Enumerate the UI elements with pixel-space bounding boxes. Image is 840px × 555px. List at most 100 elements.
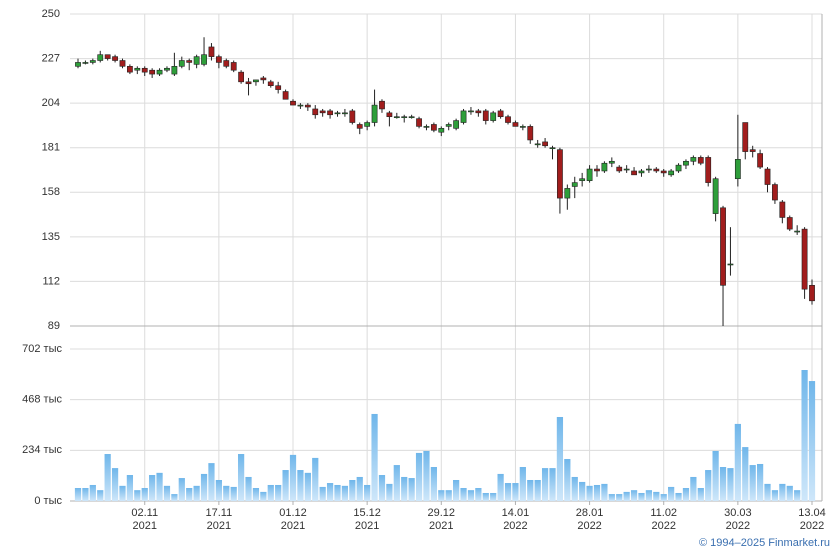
volume-bar xyxy=(616,494,623,501)
volume-bar xyxy=(149,475,156,501)
candle-body xyxy=(786,217,793,230)
volume-bar xyxy=(571,476,578,501)
candle-body xyxy=(416,118,422,127)
candle-body xyxy=(594,168,600,172)
x-tick-label: 2021 xyxy=(132,520,156,532)
volume-bar xyxy=(393,465,400,501)
candle-body xyxy=(408,116,415,119)
candle-body xyxy=(690,157,697,162)
volume-bar xyxy=(171,494,178,501)
x-tick-label: 28.01 xyxy=(576,507,604,519)
volume-bar xyxy=(200,473,208,501)
candle-body xyxy=(623,168,630,171)
candle-body xyxy=(468,110,474,113)
candle-body xyxy=(215,56,222,63)
volume-bar xyxy=(364,484,371,501)
candle-body xyxy=(119,60,126,67)
volume-bar xyxy=(82,488,89,501)
volume-bar xyxy=(371,413,378,501)
volume-bar xyxy=(697,488,704,501)
candle-body xyxy=(178,60,185,67)
x-tick-label: 29.12 xyxy=(428,507,456,519)
candle-body xyxy=(156,69,163,75)
candle-body xyxy=(445,124,452,127)
candle-body xyxy=(297,104,304,107)
volume-bar xyxy=(482,492,489,501)
candle-body xyxy=(267,81,274,87)
candle-body xyxy=(393,116,400,119)
volume-bar xyxy=(534,479,541,501)
candle-body xyxy=(490,112,497,121)
volume-bar xyxy=(74,488,82,501)
candle-body xyxy=(75,62,81,67)
candle-body xyxy=(401,116,408,119)
volume-bar xyxy=(319,486,326,501)
volume-bar xyxy=(742,447,749,501)
volume-bar xyxy=(593,484,601,501)
candle-body xyxy=(82,62,89,64)
volume-bar xyxy=(267,484,274,501)
candle-body xyxy=(282,91,289,100)
volume-bar xyxy=(630,490,638,501)
candle-body xyxy=(171,66,178,75)
candle-body xyxy=(519,126,526,128)
candle-body xyxy=(149,69,156,75)
volume-bar xyxy=(786,485,793,501)
y-tick-label: 89 xyxy=(48,320,60,332)
volume-bar xyxy=(556,416,564,501)
volume-bar xyxy=(527,479,534,501)
candle-body xyxy=(89,60,96,63)
volume-bar xyxy=(756,463,764,501)
volume-bar xyxy=(193,485,200,501)
candle-body xyxy=(505,116,511,123)
x-tick-label: 01.12 xyxy=(279,507,307,519)
candle-body xyxy=(794,230,801,233)
y-tick-label: 204 xyxy=(42,97,60,109)
candle-body xyxy=(638,170,645,174)
volume-bar xyxy=(304,472,311,501)
candle-body xyxy=(705,157,712,183)
x-tick-label: 14.01 xyxy=(502,507,530,519)
volume-bar xyxy=(749,465,756,501)
volume-bar xyxy=(764,483,771,501)
candle-body xyxy=(386,112,393,118)
y-tick-label: 112 xyxy=(42,275,60,287)
x-tick-label: 2022 xyxy=(726,520,750,532)
volume-bar xyxy=(682,488,690,501)
volume-bar xyxy=(734,423,741,501)
x-tick-label: 2022 xyxy=(577,520,601,532)
volume-bar xyxy=(519,467,526,501)
volume-bar xyxy=(119,485,126,501)
candle-body xyxy=(356,124,363,129)
volume-bar xyxy=(601,483,608,501)
volume-bar xyxy=(134,490,141,501)
footer[interactable]: © 1994–2025 Finmarket.ru xyxy=(699,537,830,549)
volume-tick-label: 702 тыс xyxy=(22,343,62,355)
y-tick-label: 158 xyxy=(42,186,60,198)
volume-bar xyxy=(645,490,653,501)
candle-body xyxy=(97,54,104,61)
volume-bar xyxy=(564,458,571,501)
x-tick-label: 2022 xyxy=(651,520,675,532)
volume-bar xyxy=(126,475,134,501)
x-tick-label: 2021 xyxy=(355,520,379,532)
candle-body xyxy=(112,56,118,61)
volume-bar xyxy=(586,485,593,501)
volume-bar xyxy=(245,476,252,501)
candle-body xyxy=(734,159,741,180)
candle-body xyxy=(742,122,749,152)
volume-bar xyxy=(445,490,452,501)
candle-body xyxy=(193,56,200,65)
volume-bar xyxy=(638,492,645,501)
volume-bar xyxy=(808,381,816,501)
volume-bar xyxy=(326,483,334,501)
volume-bar xyxy=(289,454,297,501)
volume-bar xyxy=(653,491,660,501)
candle-body xyxy=(764,168,771,185)
volume-bar xyxy=(97,490,104,501)
volume-bar xyxy=(497,473,504,501)
candle-body xyxy=(564,188,571,199)
volume-bar xyxy=(668,486,675,501)
y-tick-label: 181 xyxy=(42,142,60,154)
